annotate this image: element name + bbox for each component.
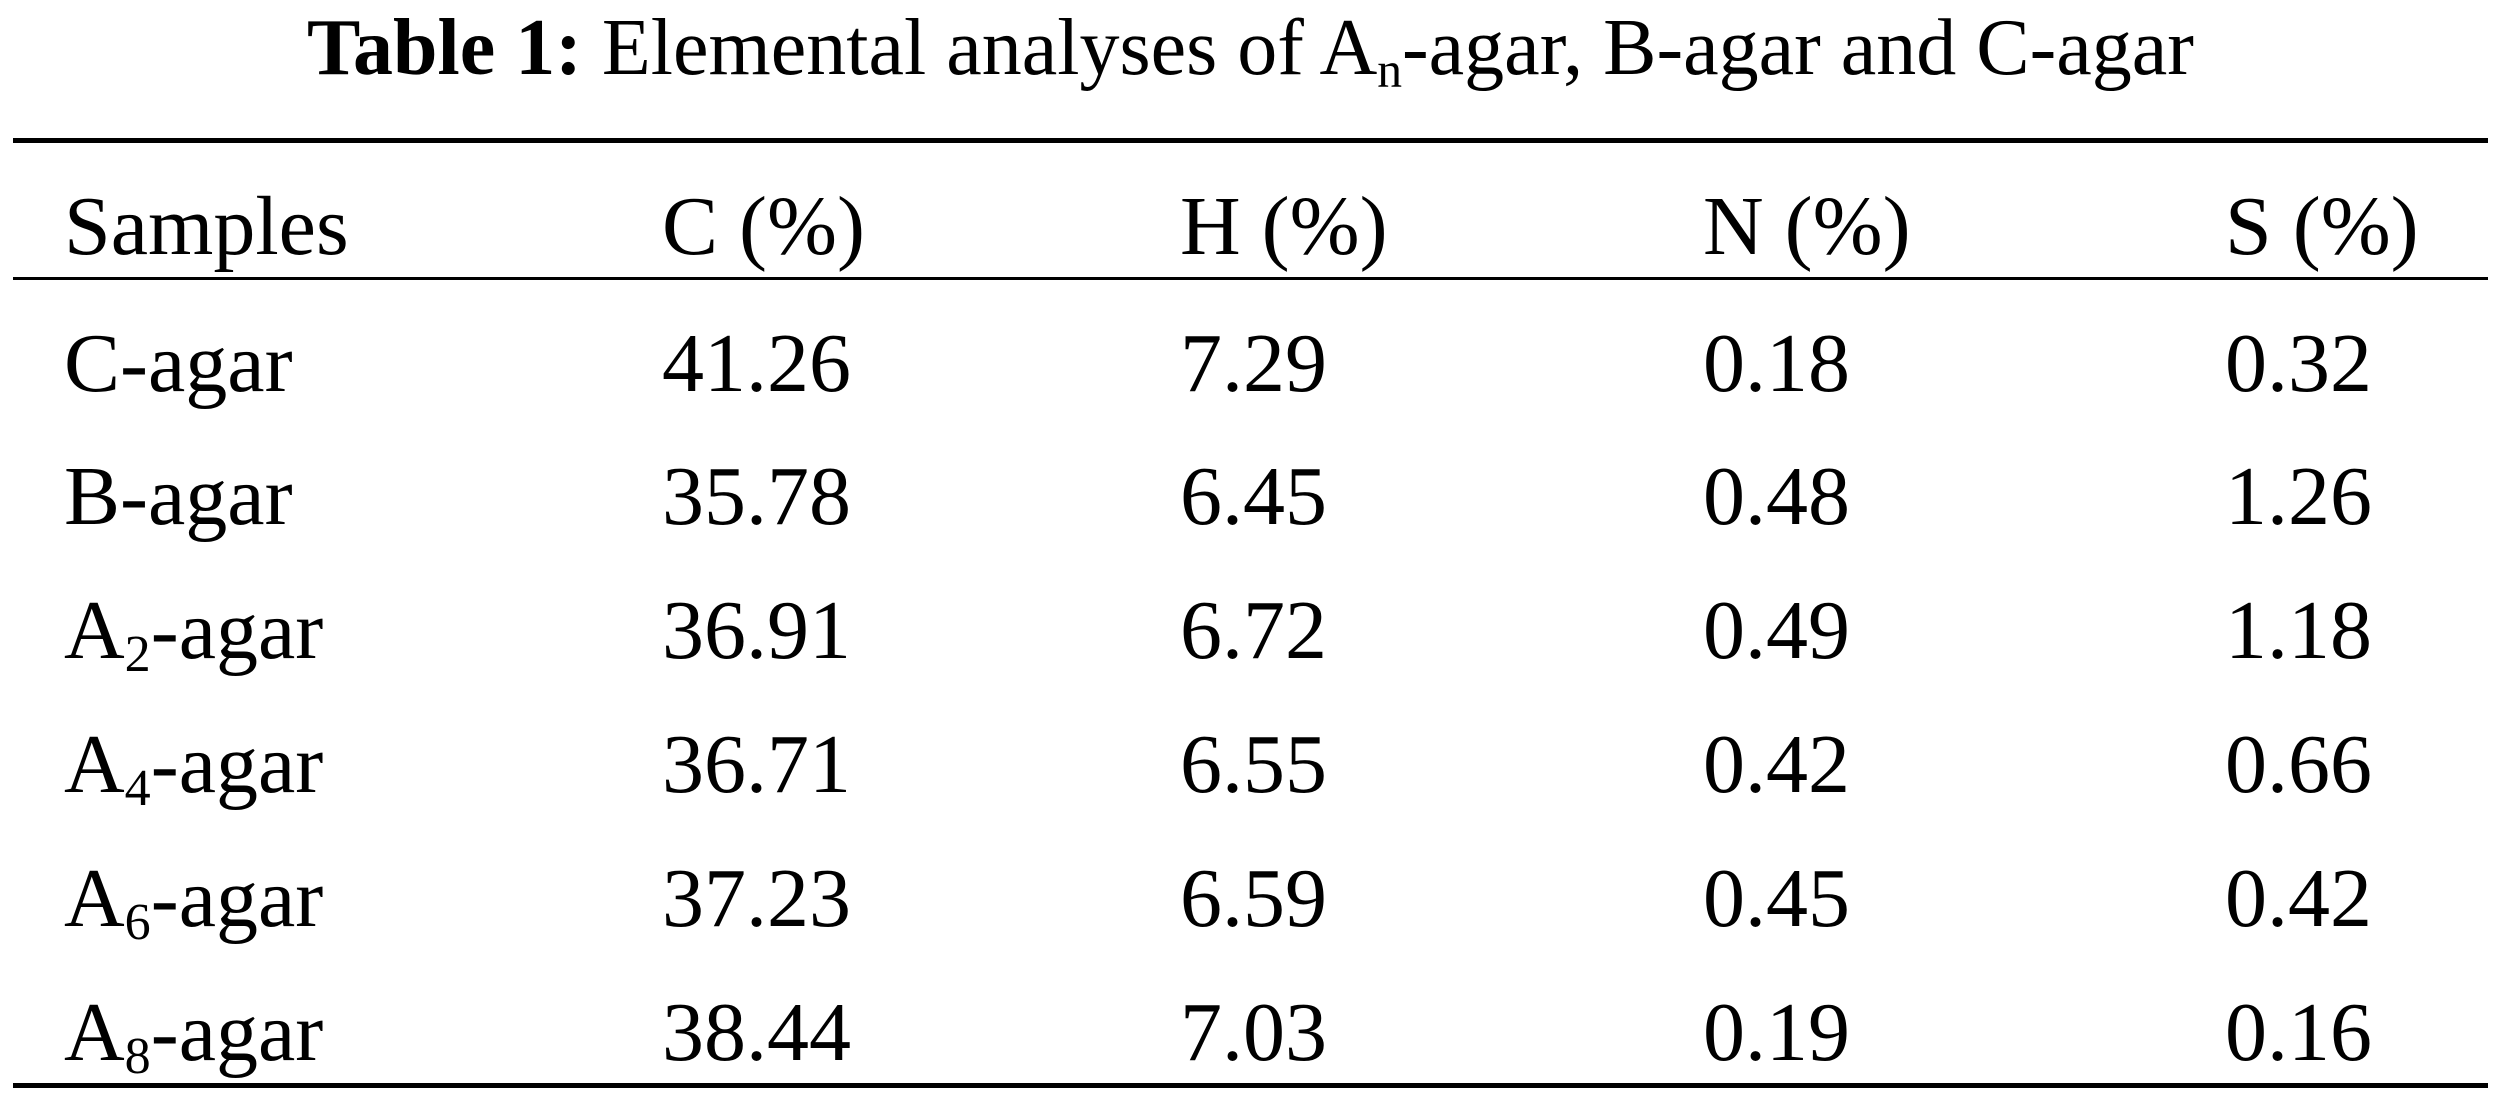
sample-name: B-agar bbox=[64, 455, 293, 539]
value-cell: 0.49 bbox=[1703, 584, 1850, 677]
header-cell: Samples bbox=[64, 180, 349, 273]
value-cell: 38.44 bbox=[662, 986, 851, 1079]
value-cell: 6.72 bbox=[1180, 584, 1327, 677]
value-cell: 1.18 bbox=[2225, 584, 2372, 677]
value-cell: 0.42 bbox=[1703, 718, 1850, 811]
caption-subscript: n bbox=[1377, 42, 1403, 98]
value-cell: 0.45 bbox=[1703, 852, 1850, 945]
sample-base: A bbox=[64, 852, 125, 945]
top-rule bbox=[13, 138, 2488, 143]
value-cell: 36.91 bbox=[662, 584, 851, 677]
header-cell: C (%) bbox=[662, 180, 865, 273]
sample-name: A8-agar bbox=[64, 991, 323, 1083]
sample-name: A2-agar bbox=[64, 589, 323, 681]
value-cell: 0.42 bbox=[2225, 852, 2372, 945]
sample-suffix: -agar bbox=[150, 718, 324, 811]
sample-subscript: 4 bbox=[124, 760, 151, 818]
value-cell: 6.45 bbox=[1180, 450, 1327, 543]
sample-subscript: 2 bbox=[124, 626, 151, 684]
sample-base: A bbox=[64, 718, 125, 811]
value-cell: 37.23 bbox=[662, 852, 851, 945]
header-cell: N (%) bbox=[1703, 180, 1911, 273]
value-cell: 7.29 bbox=[1180, 317, 1327, 410]
sample-subscript: 6 bbox=[124, 894, 151, 952]
sample-suffix: -agar bbox=[150, 584, 324, 677]
sample-base: A bbox=[64, 584, 125, 677]
header-rule bbox=[13, 277, 2488, 280]
value-cell: 0.19 bbox=[1703, 986, 1850, 1079]
value-cell: 41.26 bbox=[662, 317, 851, 410]
value-cell: 0.48 bbox=[1703, 450, 1850, 543]
sample-suffix: -agar bbox=[150, 986, 324, 1079]
sample-base: A bbox=[64, 986, 125, 1079]
sample-base: B-agar bbox=[64, 450, 293, 543]
value-cell: 0.32 bbox=[2225, 317, 2372, 410]
value-cell: 1.26 bbox=[2225, 450, 2372, 543]
value-cell: 36.71 bbox=[662, 718, 851, 811]
sample-base: C-agar bbox=[64, 317, 293, 410]
value-cell: 6.59 bbox=[1180, 852, 1327, 945]
caption-text: Elemental analyses of A bbox=[601, 4, 1378, 92]
value-cell: 7.03 bbox=[1180, 986, 1327, 1079]
sample-name: A4-agar bbox=[64, 723, 323, 815]
value-cell: 0.66 bbox=[2225, 718, 2372, 811]
header-cell: H (%) bbox=[1180, 180, 1388, 273]
sample-name: C-agar bbox=[64, 322, 293, 406]
value-cell: 6.55 bbox=[1180, 718, 1327, 811]
sample-suffix: -agar bbox=[150, 852, 324, 945]
header-cell: S (%) bbox=[2225, 180, 2419, 273]
caption-text: -agar, B-agar and C-agar bbox=[1402, 4, 2194, 92]
caption-label: Table 1: bbox=[307, 4, 582, 92]
table-caption: Table 1: Elemental analyses of An-agar, B… bbox=[0, 8, 2501, 95]
value-cell: 0.16 bbox=[2225, 986, 2372, 1079]
value-cell: 0.18 bbox=[1703, 317, 1850, 410]
sample-name: A6-agar bbox=[64, 857, 323, 949]
bottom-rule bbox=[13, 1083, 2488, 1088]
value-cell: 35.78 bbox=[662, 450, 851, 543]
sample-subscript: 8 bbox=[124, 1028, 151, 1086]
